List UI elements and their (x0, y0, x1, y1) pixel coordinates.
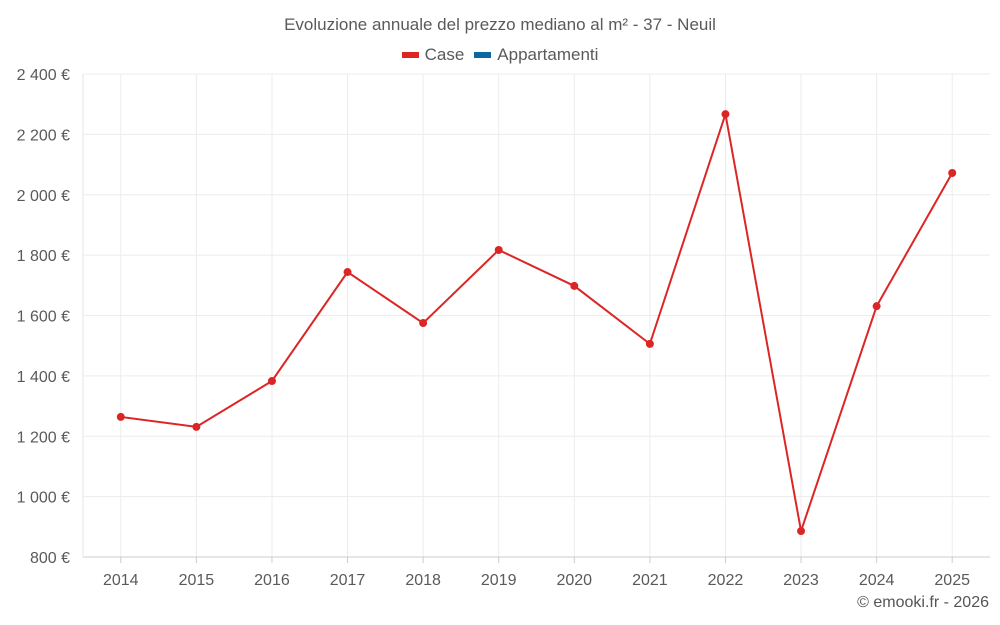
x-tick-label: 2025 (934, 572, 970, 589)
series-line-case (120, 113, 954, 532)
data-point (570, 281, 579, 290)
x-tick-label: 2022 (708, 572, 744, 589)
legend-swatch-case (401, 52, 419, 58)
data-point (948, 169, 957, 178)
data-point (645, 339, 654, 348)
credit: © emooki.fr - 2026 (857, 594, 989, 611)
legend-label-appartamenti: Appartamenti (497, 45, 599, 64)
x-tick-label: 2015 (179, 572, 215, 589)
legend: Case Appartamenti (0, 45, 1000, 65)
data-point (116, 412, 125, 421)
data-point (721, 110, 730, 119)
chart-title: Evoluzione annuale del prezzo mediano al… (284, 15, 716, 34)
legend-item-case[interactable]: Case (401, 45, 465, 65)
legend-label-case: Case (424, 45, 465, 64)
y-tick-label: 2 400 € (17, 67, 70, 84)
x-tick-label: 2014 (103, 572, 139, 589)
legend-item-appartamenti[interactable]: Appartamenti (474, 45, 598, 65)
x-tick-label: 2023 (783, 572, 819, 589)
y-tick-label: 800 € (30, 550, 70, 567)
y-tick-label: 1 600 € (17, 309, 70, 326)
data-point (419, 319, 428, 328)
data-point (343, 268, 352, 277)
x-tick-label: 2024 (859, 572, 895, 589)
x-tick-label: 2020 (556, 572, 592, 589)
y-tick-label: 2 000 € (17, 188, 70, 205)
y-tick-label: 2 200 € (17, 127, 70, 144)
data-point (797, 527, 806, 536)
x-tick-label: 2021 (632, 572, 668, 589)
data-point (192, 422, 201, 431)
y-tick-label: 1 000 € (17, 490, 70, 507)
y-tick-label: 1 800 € (17, 248, 70, 265)
y-tick-label: 1 400 € (17, 369, 70, 386)
x-tick-label: 2018 (405, 572, 441, 589)
data-point (872, 302, 881, 311)
x-tick-label: 2016 (254, 572, 290, 589)
y-tick-label: 1 200 € (17, 429, 70, 446)
legend-swatch-appartamenti (474, 52, 492, 58)
data-point (494, 245, 503, 254)
data-point (267, 377, 276, 386)
x-tick-label: 2019 (481, 572, 517, 589)
x-tick-label: 2017 (330, 572, 366, 589)
